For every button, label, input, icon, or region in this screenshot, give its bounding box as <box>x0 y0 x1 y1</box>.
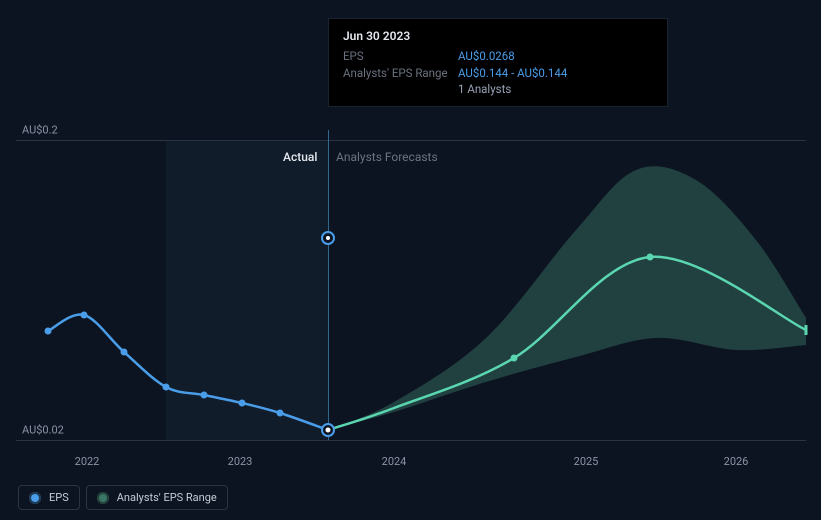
tooltip-value: AU$0.0268 <box>458 49 515 63</box>
highlight-marker <box>322 232 334 244</box>
chart-legend: EPS Analysts' EPS Range <box>18 485 228 510</box>
tooltip-key: Analysts' EPS Range <box>343 66 458 80</box>
chart-tooltip: Jun 30 2023 EPS AU$0.0268 Analysts' EPS … <box>328 18 668 107</box>
legend-label: Analysts' EPS Range <box>117 491 217 504</box>
legend-swatch-icon <box>29 492 41 504</box>
eps-chart[interactable] <box>16 120 806 460</box>
tooltip-row: Analysts' EPS Range AU$0.144 - AU$0.144 <box>343 66 653 80</box>
tooltip-key: EPS <box>343 49 458 63</box>
legend-swatch-icon <box>97 492 109 504</box>
x-axis-label: 2026 <box>724 455 749 468</box>
legend-item-range[interactable]: Analysts' EPS Range <box>86 485 228 510</box>
forecast-band <box>328 166 806 430</box>
legend-item-eps[interactable]: EPS <box>18 485 80 510</box>
x-axis-label: 2025 <box>574 455 599 468</box>
tooltip-analyst-count: 1 Analysts <box>458 82 653 96</box>
tooltip-value: AU$0.144 - AU$0.144 <box>458 66 567 80</box>
x-axis-label: 2022 <box>75 455 100 468</box>
eps-line <box>48 315 328 430</box>
x-axis-label: 2024 <box>382 455 407 468</box>
tooltip-date: Jun 30 2023 <box>343 29 653 43</box>
x-axis-label: 2023 <box>228 455 253 468</box>
legend-label: EPS <box>49 491 69 504</box>
tooltip-row: EPS AU$0.0268 <box>343 49 653 63</box>
